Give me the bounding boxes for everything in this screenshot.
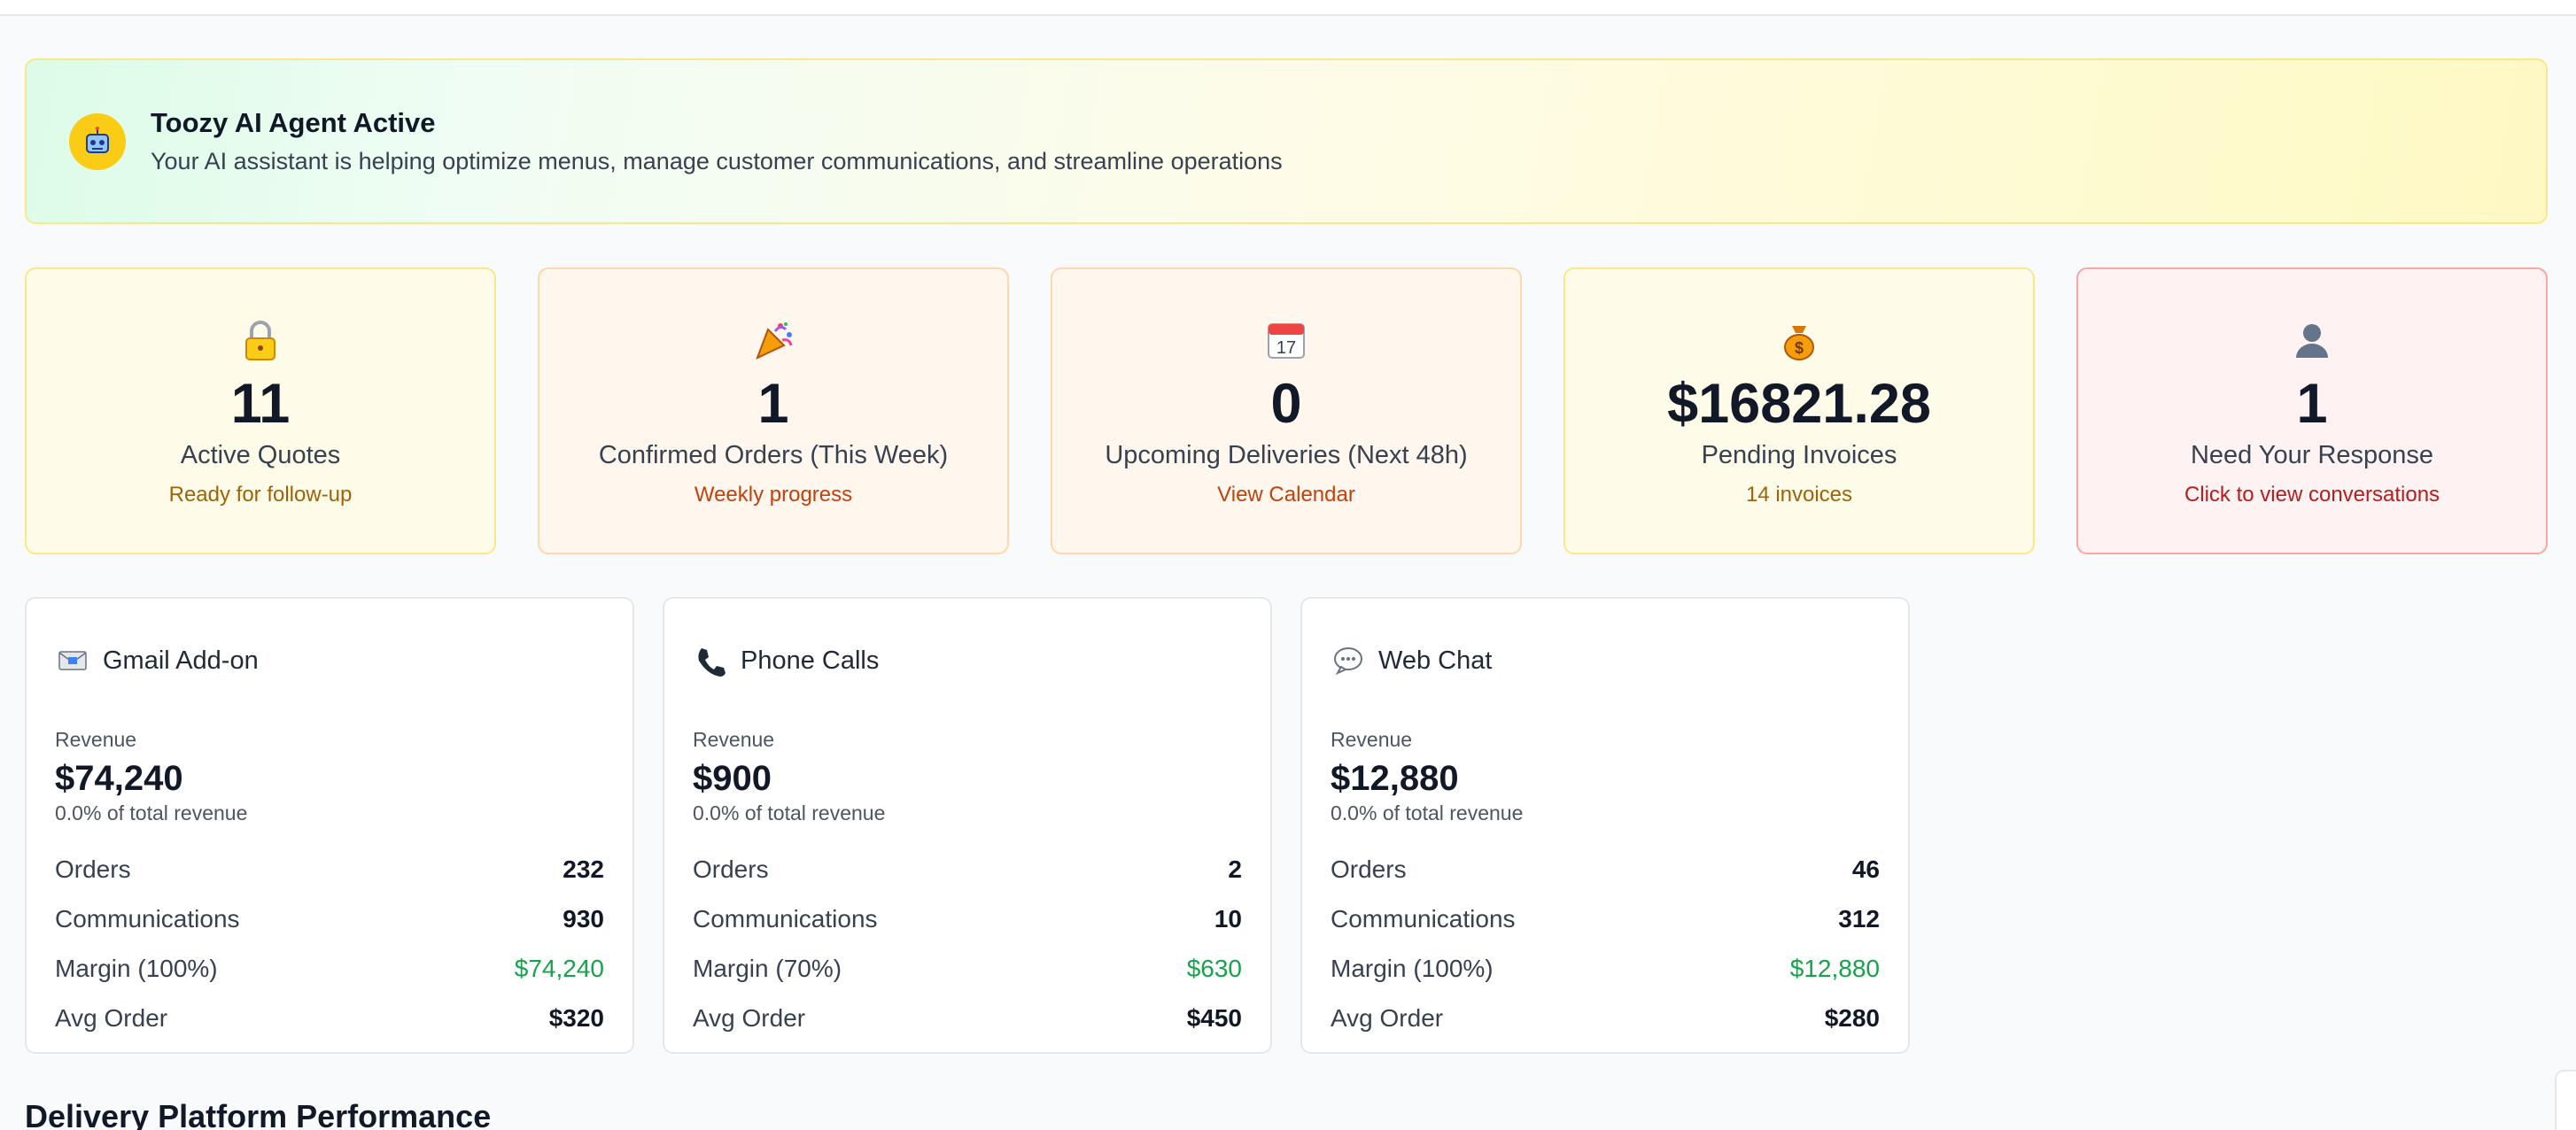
margin-row: Margin (100%) $74,240 — [55, 944, 604, 994]
stat-card-pending-invoices[interactable]: $ $16821.28 Pending Invoices 14 invoices — [1563, 267, 2035, 554]
envelope-icon — [55, 643, 90, 678]
communications-value: 10 — [1214, 905, 1242, 933]
stat-subtext: 14 invoices — [1745, 482, 1853, 507]
stat-label: Confirmed Orders (This Week) — [598, 440, 949, 469]
user-icon — [2289, 315, 2335, 365]
stat-label: Pending Invoices — [1701, 440, 1897, 469]
view-conversations-link[interactable]: Click to view conversations — [2184, 482, 2440, 507]
avg-order-value: $320 — [548, 1004, 604, 1032]
communications-row: Communications 312 — [1331, 894, 1880, 944]
margin-row: Margin (70%) $630 — [693, 944, 1242, 994]
avg-order-row: Avg Order $450 — [693, 994, 1242, 1043]
stat-subtext: Ready for follow-up — [168, 482, 353, 507]
orders-value: 232 — [563, 855, 604, 883]
stat-label: Upcoming Deliveries (Next 48h) — [1105, 440, 1468, 469]
stat-card-need-response[interactable]: 1 Need Your Response Click to view conve… — [2076, 267, 2548, 554]
communications-label: Communications — [1331, 905, 1516, 933]
avg-order-row: Avg Order $320 — [55, 994, 604, 1043]
robot-icon — [69, 112, 126, 170]
top-bar — [0, 0, 2576, 16]
channel-card-web-chat: Web Chat Revenue $12,880 0.0% of total r… — [1300, 597, 1910, 1054]
party-popper-icon — [750, 315, 796, 365]
revenue-value: $900 — [693, 759, 772, 798]
calendar-icon: 17 — [1263, 315, 1309, 365]
stat-card-active-quotes[interactable]: 11 Active Quotes Ready for follow-up — [25, 267, 496, 554]
revenue-label: Revenue — [1331, 728, 1413, 751]
communications-row: Communications 10 — [693, 894, 1242, 944]
stat-label: Need Your Response — [2190, 440, 2434, 469]
section-title-delivery-platform: Delivery Platform Performance — [25, 1098, 492, 1130]
orders-label: Orders — [55, 855, 131, 883]
communications-label: Communications — [693, 905, 878, 933]
ai-agent-banner: Toozy AI Agent Active Your AI assistant … — [25, 58, 2548, 224]
orders-row: Orders 2 — [693, 845, 1242, 894]
avg-order-label: Avg Order — [1331, 1004, 1444, 1032]
stat-value: 0 — [1270, 372, 1302, 435]
communications-value: 312 — [1838, 905, 1880, 933]
revenue-value: $12,880 — [1331, 759, 1459, 798]
margin-label: Margin (100%) — [55, 955, 218, 982]
stat-subtext: Weekly progress — [694, 482, 853, 507]
revenue-share: 0.0% of total revenue — [55, 801, 248, 824]
margin-label: Margin (70%) — [693, 955, 842, 982]
banner-title: Toozy AI Agent Active — [151, 107, 436, 138]
stat-value: $16821.28 — [1667, 372, 1931, 435]
stat-card-confirmed-orders[interactable]: 1 Confirmed Orders (This Week) Weekly pr… — [538, 267, 1009, 554]
margin-value: $74,240 — [514, 955, 604, 982]
avg-order-value: $280 — [1824, 1004, 1880, 1032]
phone-icon — [693, 643, 728, 678]
avg-order-row: Avg Order $280 — [1331, 994, 1880, 1043]
avg-order-label: Avg Order — [693, 1004, 806, 1032]
channel-title: Phone Calls — [741, 646, 880, 675]
svg-text:17: 17 — [1276, 338, 1296, 358]
communications-value: 930 — [563, 905, 604, 933]
speech-bubble-icon — [1331, 643, 1366, 678]
orders-label: Orders — [693, 855, 769, 883]
svg-text:$: $ — [1795, 339, 1804, 357]
stat-card-upcoming-deliveries[interactable]: 17 0 Upcoming Deliveries (Next 48h) View… — [1051, 267, 1522, 554]
communications-label: Communications — [55, 905, 240, 933]
orders-label: Orders — [1331, 855, 1407, 883]
stats-row: 11 Active Quotes Ready for follow-up 1 C… — [25, 267, 2548, 554]
view-calendar-link[interactable]: View Calendar — [1217, 482, 1355, 507]
revenue-label: Revenue — [693, 728, 775, 751]
avg-order-value: $450 — [1186, 1004, 1242, 1032]
orders-value: 2 — [1228, 855, 1242, 883]
margin-value: $12,880 — [1789, 955, 1880, 982]
stat-value: 1 — [757, 372, 789, 435]
revenue-label: Revenue — [55, 728, 137, 751]
margin-value: $630 — [1186, 955, 1242, 982]
orders-value: 46 — [1851, 855, 1880, 883]
avg-order-label: Avg Order — [55, 1004, 168, 1032]
margin-label: Margin (100%) — [1331, 955, 1494, 982]
channel-card-gmail: Gmail Add-on Revenue $74,240 0.0% of tot… — [25, 597, 634, 1054]
channel-card-phone: Phone Calls Revenue $900 0.0% of total r… — [663, 597, 1272, 1054]
revenue-share: 0.0% of total revenue — [693, 801, 886, 824]
channel-title: Web Chat — [1378, 646, 1493, 675]
money-bag-icon: $ — [1776, 315, 1822, 365]
revenue-share: 0.0% of total revenue — [1331, 801, 1524, 824]
orders-row: Orders 46 — [1331, 845, 1880, 894]
communications-row: Communications 930 — [55, 894, 604, 944]
chat-widget-tab[interactable] — [2555, 1070, 2576, 1130]
channel-title: Gmail Add-on — [103, 646, 259, 675]
lock-icon — [237, 315, 283, 365]
stat-value: 1 — [2296, 372, 2328, 435]
margin-row: Margin (100%) $12,880 — [1331, 944, 1880, 994]
banner-subtitle: Your AI assistant is helping optimize me… — [151, 148, 1283, 174]
revenue-value: $74,240 — [55, 759, 183, 798]
stat-label: Active Quotes — [180, 440, 341, 469]
stat-value: 11 — [230, 372, 291, 435]
orders-row: Orders 232 — [55, 845, 604, 894]
